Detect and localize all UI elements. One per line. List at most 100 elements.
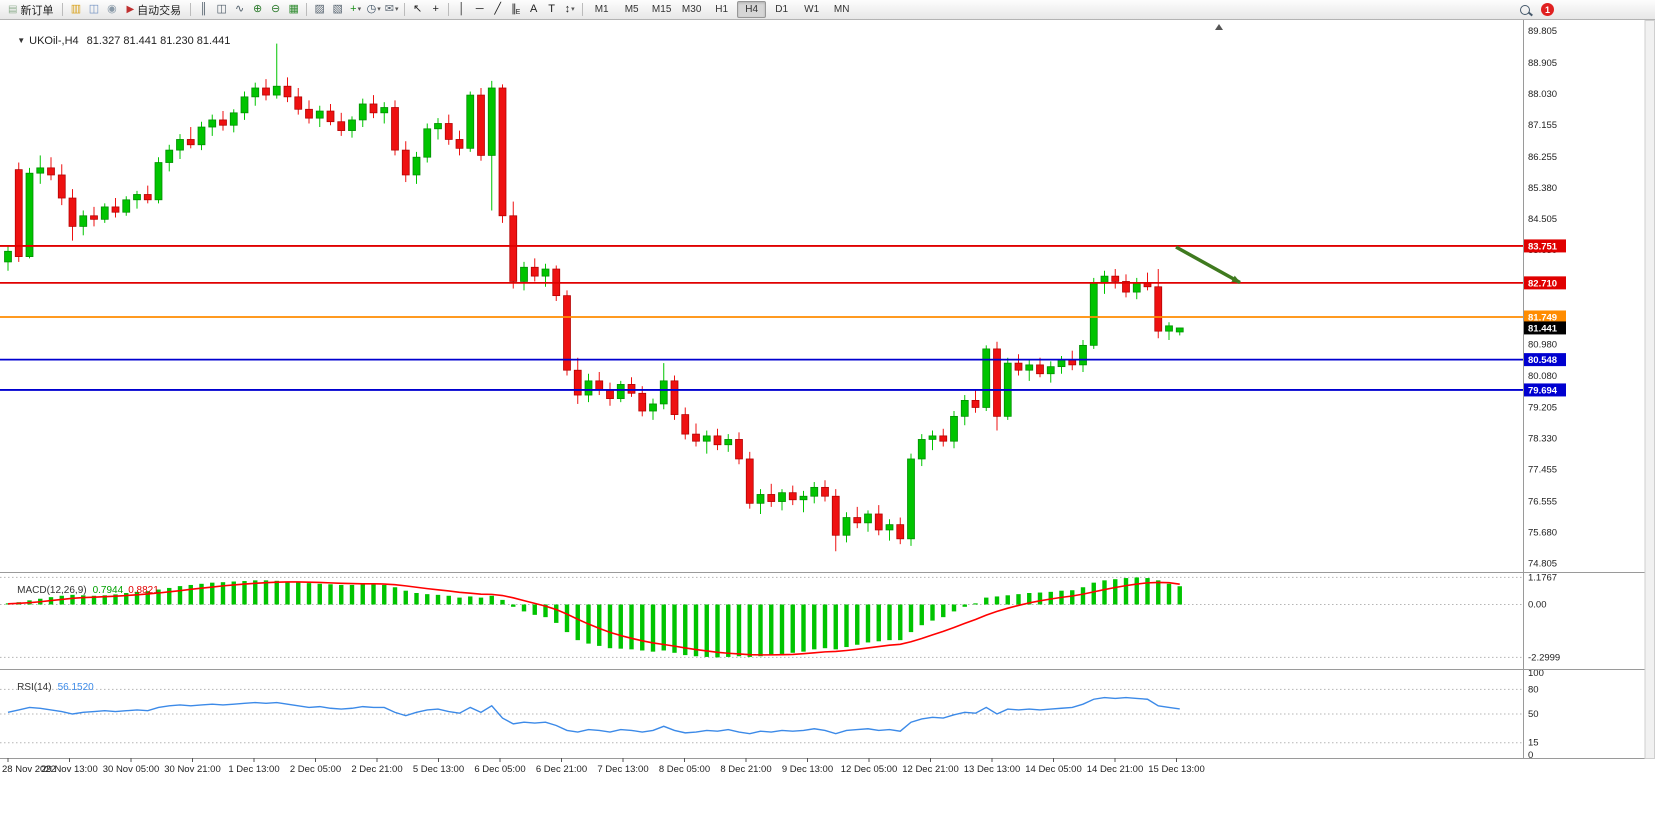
add-indicator-icon[interactable]: + ▾: [350, 3, 362, 15]
candle-body: [444, 123, 453, 140]
macd-axis-tick: 1.1767: [1528, 572, 1557, 583]
indicator-windows-icon[interactable]: ▧: [332, 3, 343, 15]
new-order-button[interactable]: ▤ 新订单: [3, 1, 58, 18]
macd-bar: [296, 582, 301, 605]
trend-arrow-annotation[interactable]: [1175, 245, 1241, 285]
timeframe-m5-button[interactable]: M5: [624, 4, 639, 15]
candle-body: [1175, 327, 1184, 333]
dropdown-caret-icon[interactable]: ▾: [395, 6, 399, 13]
macd-signal-value: 0.8821: [128, 585, 159, 596]
equidistant-channel-icon[interactable]: ∥ E: [511, 3, 521, 16]
macd-bar: [242, 581, 247, 605]
macd-bar: [1145, 578, 1150, 605]
timeframe-m1-button[interactable]: M1: [594, 4, 609, 15]
price-axis-tick: 78.330: [1528, 433, 1557, 444]
dropdown-caret-icon[interactable]: ▾: [377, 6, 381, 13]
rsi-axis-tick: 50: [1528, 709, 1539, 720]
candle-body: [305, 108, 313, 119]
vertical-scrollbar[interactable]: [1644, 20, 1655, 759]
macd-bar: [91, 595, 97, 605]
market-watch-icon[interactable]: ▥: [70, 3, 82, 15]
candle-body: [659, 380, 668, 405]
text-label-icon[interactable]: T: [548, 3, 556, 15]
tile-windows-icon[interactable]: ▦: [288, 3, 299, 15]
candle-body: [1154, 286, 1163, 332]
candle-body: [1111, 275, 1120, 282]
candle-body: [272, 85, 281, 96]
macd-bar: [468, 596, 473, 605]
horizontal-line-icon[interactable]: ─: [475, 3, 484, 15]
price-axis-tick: 80.980: [1528, 339, 1557, 350]
templates-mail-icon[interactable]: ✉ ▾: [384, 3, 399, 15]
trendline-icon[interactable]: ╱: [494, 3, 501, 15]
candle-body: [455, 139, 464, 149]
vertical-line-icon[interactable]: │: [458, 3, 466, 15]
candle-body: [487, 87, 496, 156]
macd-bar: [360, 584, 365, 605]
candle-body: [122, 199, 131, 213]
macd-bar: [908, 604, 914, 633]
rsi-name: RSI(14): [17, 682, 52, 693]
macd-bar: [672, 604, 677, 653]
cursor-icon[interactable]: ↖: [413, 3, 423, 15]
macd-bar: [328, 584, 333, 605]
zoom-in-icon[interactable]: ⊕: [253, 3, 263, 15]
timeframe-h1-button[interactable]: H1: [715, 4, 729, 15]
text-icon[interactable]: A: [529, 3, 538, 15]
crosshair-icon[interactable]: +: [432, 3, 439, 15]
indicators-icon[interactable]: ▨: [314, 3, 325, 15]
macd-bar: [1134, 577, 1139, 605]
candle-body: [380, 107, 389, 114]
search-icon[interactable]: [1520, 5, 1530, 15]
candle-body: [595, 380, 604, 391]
candle-body: [197, 126, 206, 146]
notification-badge[interactable]: 1: [1541, 3, 1554, 16]
dropdown-caret-icon[interactable]: ▾: [357, 6, 362, 13]
candle-body: [799, 495, 808, 501]
timeframe-h4-button[interactable]: H4: [737, 1, 767, 18]
dropdown-caret-icon[interactable]: ▾: [571, 6, 575, 13]
periods-clock-icon[interactable]: ◷ ▾: [366, 3, 381, 15]
sound-alert-icon[interactable]: ◉: [107, 3, 117, 15]
time-label: 30 Nov 21:00: [164, 764, 221, 775]
bar-chart-icon[interactable]: ║: [199, 3, 208, 15]
macd-bar: [382, 584, 387, 605]
line-chart-icon[interactable]: ∿: [235, 3, 245, 15]
candle-body: [584, 380, 593, 396]
macd-bar: [1177, 586, 1182, 605]
candle-body: [821, 486, 829, 497]
time-label: 6 Dec 05:00: [474, 764, 525, 775]
candle-body: [79, 215, 88, 227]
candle-body: [928, 435, 937, 440]
macd-bar: [898, 604, 903, 641]
timeframe-mn-button[interactable]: MN: [833, 4, 850, 15]
auto-trading-button[interactable]: ▶ 自动交易: [121, 1, 186, 18]
macd-bar: [339, 584, 344, 605]
macd-bar: [575, 604, 580, 641]
chart-menu-icon[interactable]: ▼: [17, 36, 26, 45]
macd-bar: [1080, 587, 1086, 605]
candle-body: [971, 400, 980, 408]
price-badge: [1524, 239, 1566, 253]
macd-bar: [779, 604, 785, 654]
macd-bar: [618, 604, 623, 649]
chart-shift-marker[interactable]: [1215, 24, 1223, 30]
time-label: 2 Dec 05:00: [290, 764, 341, 775]
navigator-icon[interactable]: ◫: [88, 3, 100, 15]
timeframe-w1-button[interactable]: W1: [804, 4, 820, 15]
candlestick-chart-icon[interactable]: ◫: [216, 3, 227, 15]
timeframe-d1-button[interactable]: D1: [775, 4, 789, 15]
macd-label: MACD(12,26,9) 0.7944 0.8821: [6, 574, 159, 607]
macd-axis-tick: 0.00: [1528, 600, 1547, 611]
candle-body: [47, 167, 55, 176]
arrows-objects-icon[interactable]: ↕ ▾: [564, 3, 575, 15]
macd-bar: [876, 604, 881, 642]
macd-bar: [253, 580, 258, 605]
candle-body: [369, 103, 378, 114]
timeframe-m30-button[interactable]: M30: [681, 4, 702, 15]
timeframe-m15-button[interactable]: M15: [651, 4, 672, 15]
price-axis-tick: 75.680: [1528, 527, 1557, 538]
zoom-out-icon[interactable]: ⊖: [271, 3, 281, 15]
candle-body: [1014, 362, 1023, 371]
